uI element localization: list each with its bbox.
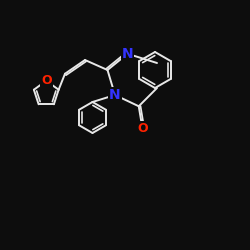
Text: N: N: [122, 47, 133, 61]
Text: O: O: [41, 74, 51, 87]
Text: O: O: [137, 122, 148, 135]
Text: N: N: [109, 88, 121, 102]
